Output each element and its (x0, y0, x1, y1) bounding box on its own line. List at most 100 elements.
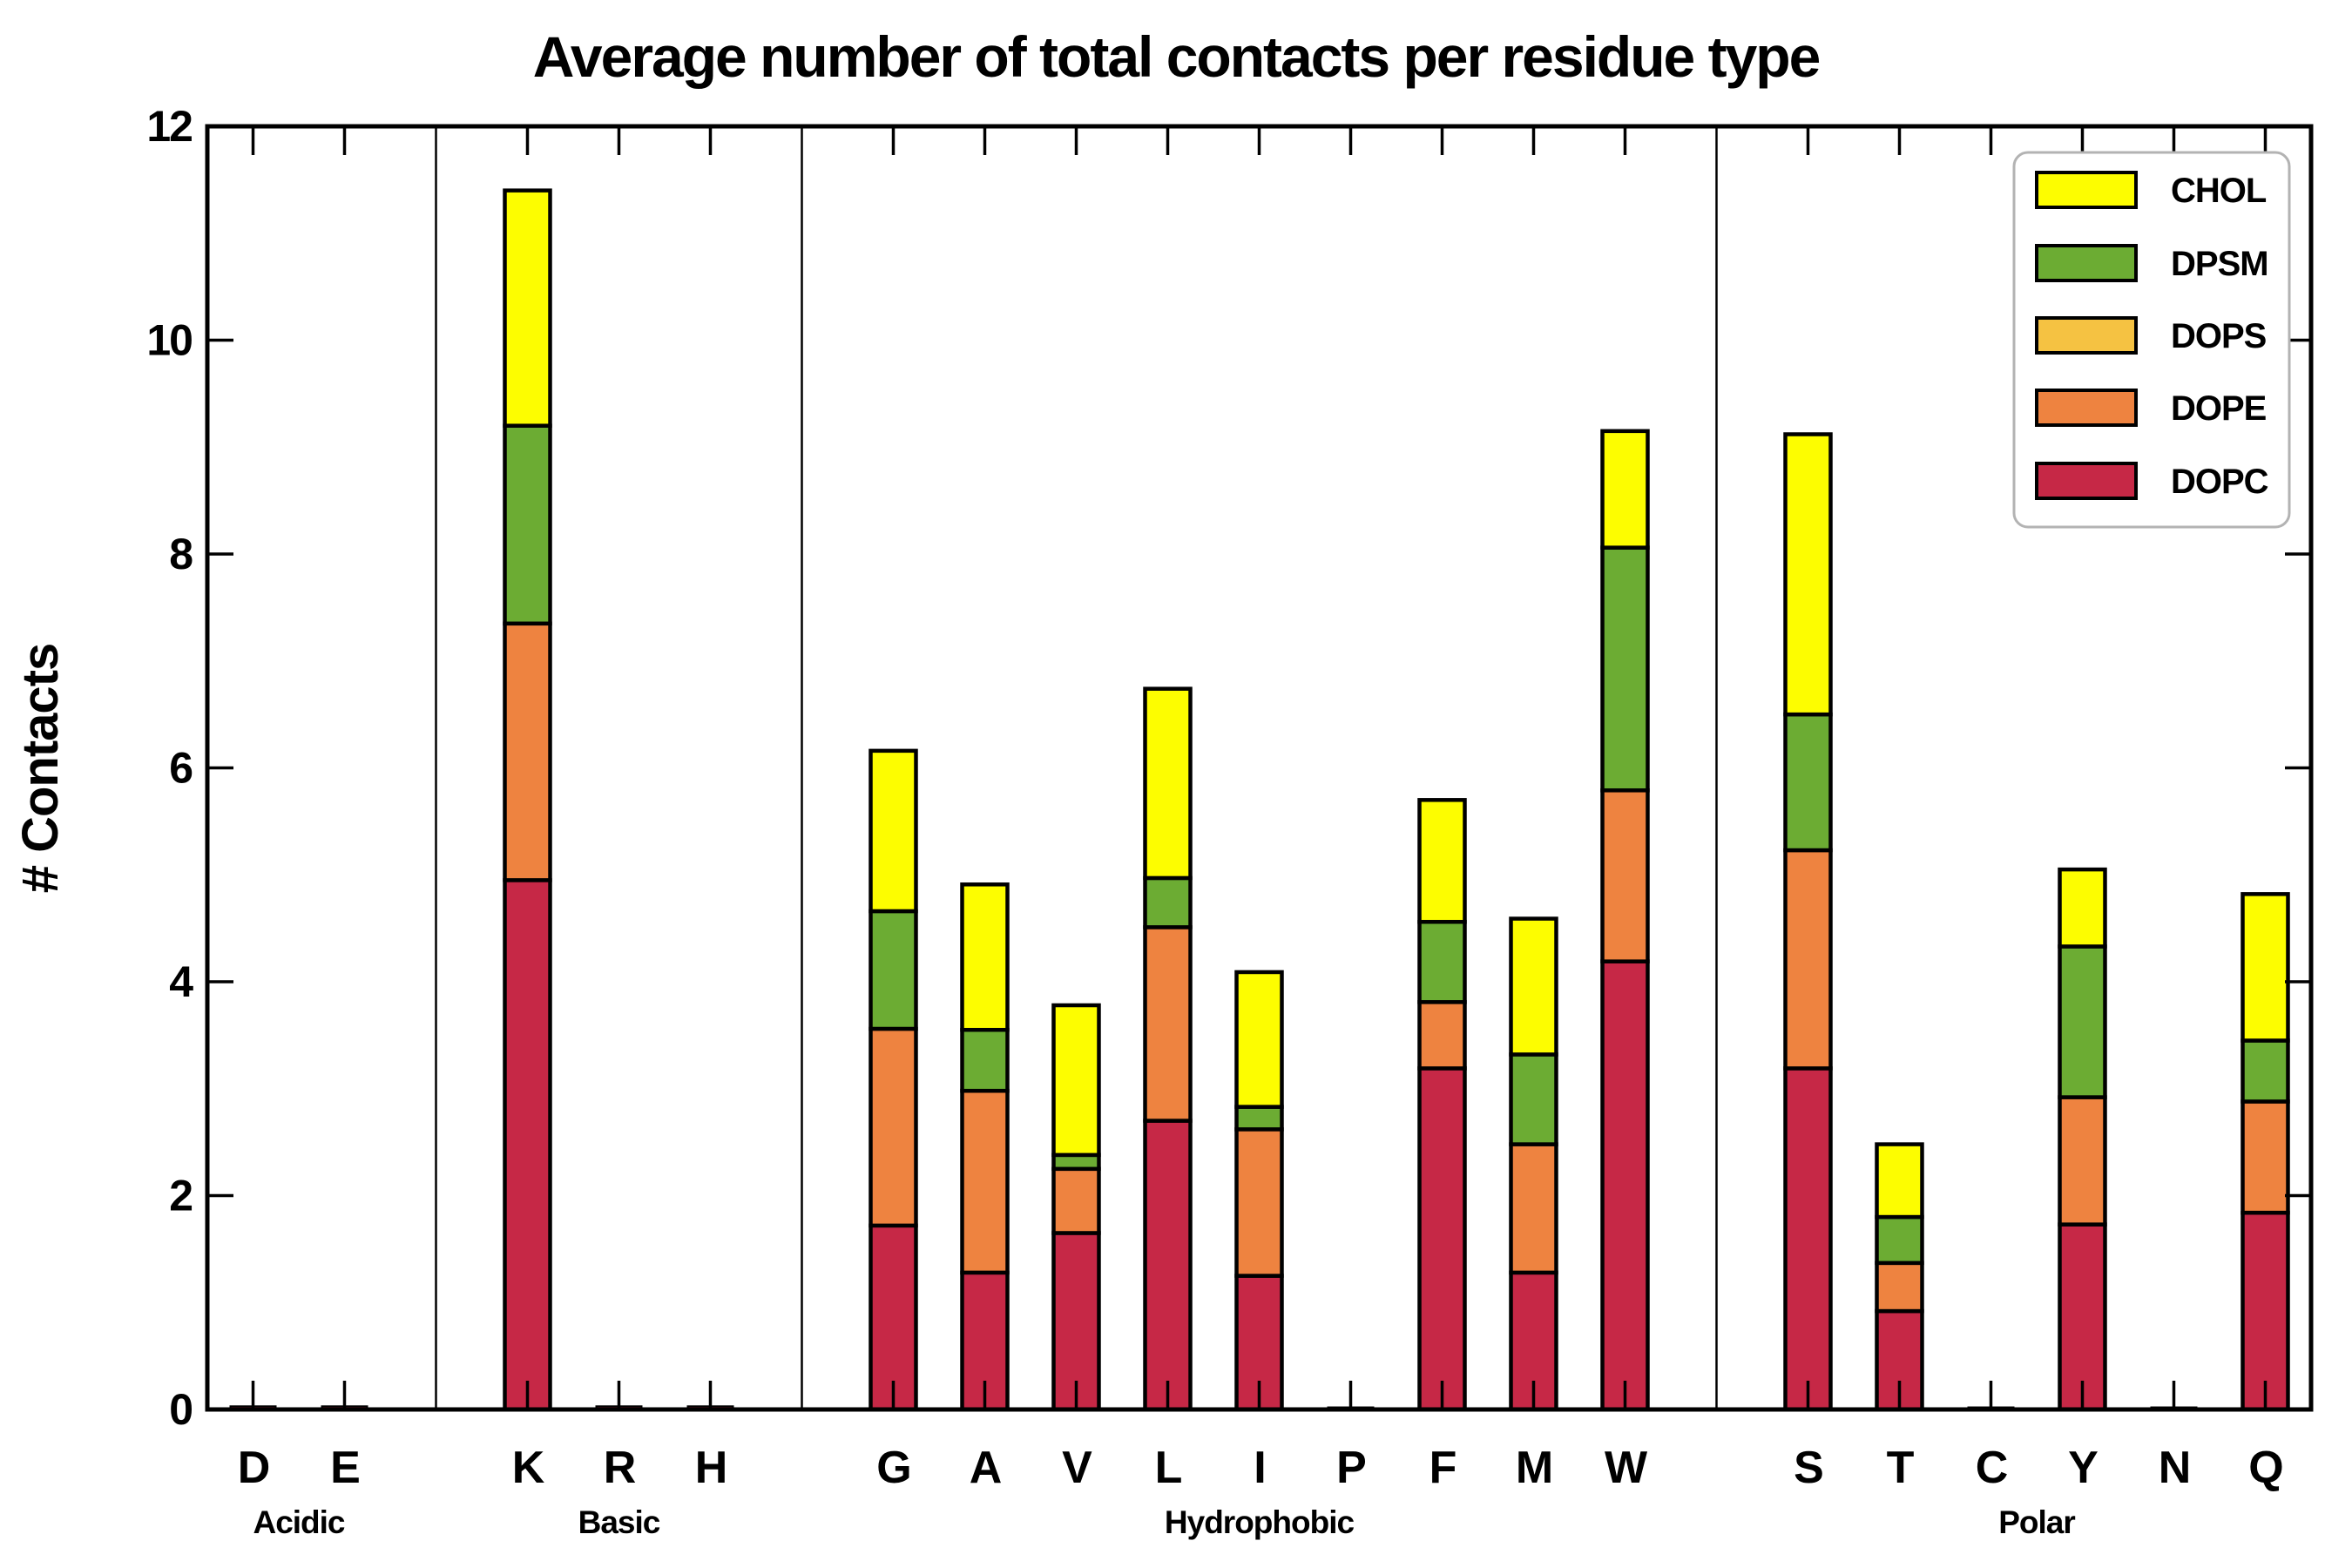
y-tick-label: 10 (146, 316, 192, 365)
bar-segment-K-CHOL (503, 188, 552, 428)
group-label-polar: Polar (1998, 1504, 2075, 1540)
bar-segment-I-DOPE (1234, 1127, 1284, 1278)
bar-segment-S-DOPC (1783, 1066, 1833, 1412)
bar-L (1143, 686, 1193, 1412)
bar-segment-K-DOPC (503, 878, 552, 1412)
bar-segment-W-DPSM (1600, 545, 1650, 793)
legend-swatch-DOPC (2035, 462, 2138, 500)
y-tick-label: 8 (169, 530, 193, 578)
bar-T (1875, 1142, 1924, 1412)
bar-segment-V-DPSM (1051, 1152, 1101, 1172)
plot-frame (205, 124, 2314, 1412)
y-ticks: 0 2 4 6 8 10 12 (146, 102, 2311, 1434)
bar-segment-W-DOPC (1600, 959, 1650, 1412)
x-tick-label-H: H (695, 1443, 727, 1493)
bar-segment-G-DOPE (868, 1026, 918, 1228)
bar-Q (2240, 892, 2290, 1412)
bar-segment-T-CHOL (1875, 1142, 1924, 1220)
x-tick-label-Q: Q (2248, 1443, 2282, 1493)
bar-M (1509, 916, 1558, 1412)
bar-segment-M-DOPE (1509, 1142, 1558, 1275)
legend-label-DPSM: DPSM (2171, 245, 2268, 283)
bar-segment-W-DOPE (1600, 788, 1650, 963)
bar-S (1783, 432, 1833, 1412)
bar-segment-I-CHOL (1234, 970, 1284, 1109)
x-tick-label-S: S (1794, 1443, 1822, 1493)
bar-segment-Q-CHOL (2240, 892, 2290, 1043)
bar-segment-A-DPSM (960, 1027, 1010, 1093)
bar-segment-V-CHOL (1051, 1003, 1101, 1158)
x-tick-label-Y: Y (2068, 1443, 2098, 1493)
legend-label-DOPC: DOPC (2171, 463, 2268, 501)
y-tick-label: 2 (169, 1172, 192, 1220)
bar-segment-W-CHOL (1600, 429, 1650, 550)
group-dividers (435, 126, 1718, 1409)
x-tick-label-A: A (970, 1443, 1002, 1493)
bar-segment-M-CHOL (1509, 916, 1558, 1057)
x-tick-label-R: R (604, 1443, 636, 1493)
bar-segment-Y-DOPE (2058, 1095, 2107, 1227)
bar-segment-I-DPSM (1234, 1105, 1284, 1132)
plot-area: 0 2 4 6 8 10 12 D E K R H G A V L I P F M W S T C Y N Q Acidic Basic… (146, 102, 2314, 1540)
bar-segment-Y-DPSM (2058, 944, 2107, 1099)
bar-segment-F-DOPE (1417, 1000, 1467, 1071)
bar-segment-A-CHOL (960, 882, 1010, 1032)
bar-G (868, 748, 918, 1412)
legend-label-CHOL: CHOL (2171, 172, 2267, 210)
y-tick-label: 0 (169, 1385, 192, 1434)
bar-segment-Q-DOPC (2240, 1210, 2290, 1412)
y-tick-label: 4 (169, 957, 193, 1006)
x-tick-label-P: P (1336, 1443, 1365, 1493)
bar-segment-L-DPSM (1143, 875, 1193, 929)
x-tick-label-L: L (1155, 1443, 1182, 1493)
bar-A (960, 882, 1010, 1412)
group-label-basic: Basic (578, 1504, 660, 1540)
x-ticks (251, 126, 2268, 1409)
legend-swatch-CHOL (2035, 171, 2138, 209)
x-tick-label-F: F (1429, 1443, 1456, 1493)
y-axis-label: # Contacts (12, 644, 69, 894)
y-tick-label: 12 (146, 102, 192, 151)
bar-segment-G-DPSM (868, 909, 918, 1031)
bar-W (1600, 429, 1650, 1412)
bar-segment-V-DOPC (1051, 1231, 1101, 1412)
bar-segment-L-DOPE (1143, 925, 1193, 1123)
legend-label-DOPS: DOPS (2171, 317, 2267, 355)
bar-I (1234, 970, 1284, 1412)
bar-segment-F-DPSM (1417, 920, 1467, 1004)
x-tick-label-E: E (330, 1443, 359, 1493)
x-tick-label-V: V (1062, 1443, 1092, 1493)
x-tick-label-W: W (1605, 1443, 1648, 1493)
bar-segment-S-DOPE (1783, 848, 1833, 1071)
chart-title: Average number of total contacts per res… (533, 24, 1820, 89)
bar-segment-F-CHOL (1417, 798, 1467, 924)
bar-segment-Y-CHOL (2058, 867, 2107, 949)
x-tick-label-M: M (1516, 1443, 1551, 1493)
group-label-hydrophobic: Hydrophobic (1165, 1504, 1355, 1540)
bar-segment-V-DOPE (1051, 1166, 1101, 1235)
bar-K (503, 188, 552, 1412)
bar-segment-Q-DPSM (2240, 1038, 2290, 1104)
x-tick-label-T: T (1887, 1443, 1915, 1493)
x-tick-label-G: G (876, 1443, 909, 1493)
bar-F (1417, 798, 1467, 1412)
legend-swatch-DPSM (2035, 244, 2138, 282)
x-tick-label-K: K (512, 1443, 545, 1493)
x-tick-label-C: C (1976, 1443, 2008, 1493)
x-tick-label-I: I (1254, 1443, 1264, 1493)
bar-segment-M-DPSM (1509, 1052, 1558, 1146)
legend-swatch-DOPS (2035, 316, 2138, 355)
bar-segment-G-CHOL (868, 748, 918, 914)
bar-segment-K-DOPE (503, 621, 552, 882)
bar-segment-K-DPSM (503, 423, 552, 626)
group-label-acidic: Acidic (253, 1504, 344, 1540)
bar-segment-T-DOPE (1875, 1260, 1924, 1314)
y-tick-label: 6 (169, 744, 192, 793)
bar-segment-S-CHOL (1783, 432, 1833, 717)
bar-segment-T-DPSM (1875, 1214, 1924, 1266)
bar-segment-L-CHOL (1143, 686, 1193, 881)
bars (229, 188, 2290, 1412)
bar-segment-Q-DOPE (2240, 1099, 2290, 1215)
